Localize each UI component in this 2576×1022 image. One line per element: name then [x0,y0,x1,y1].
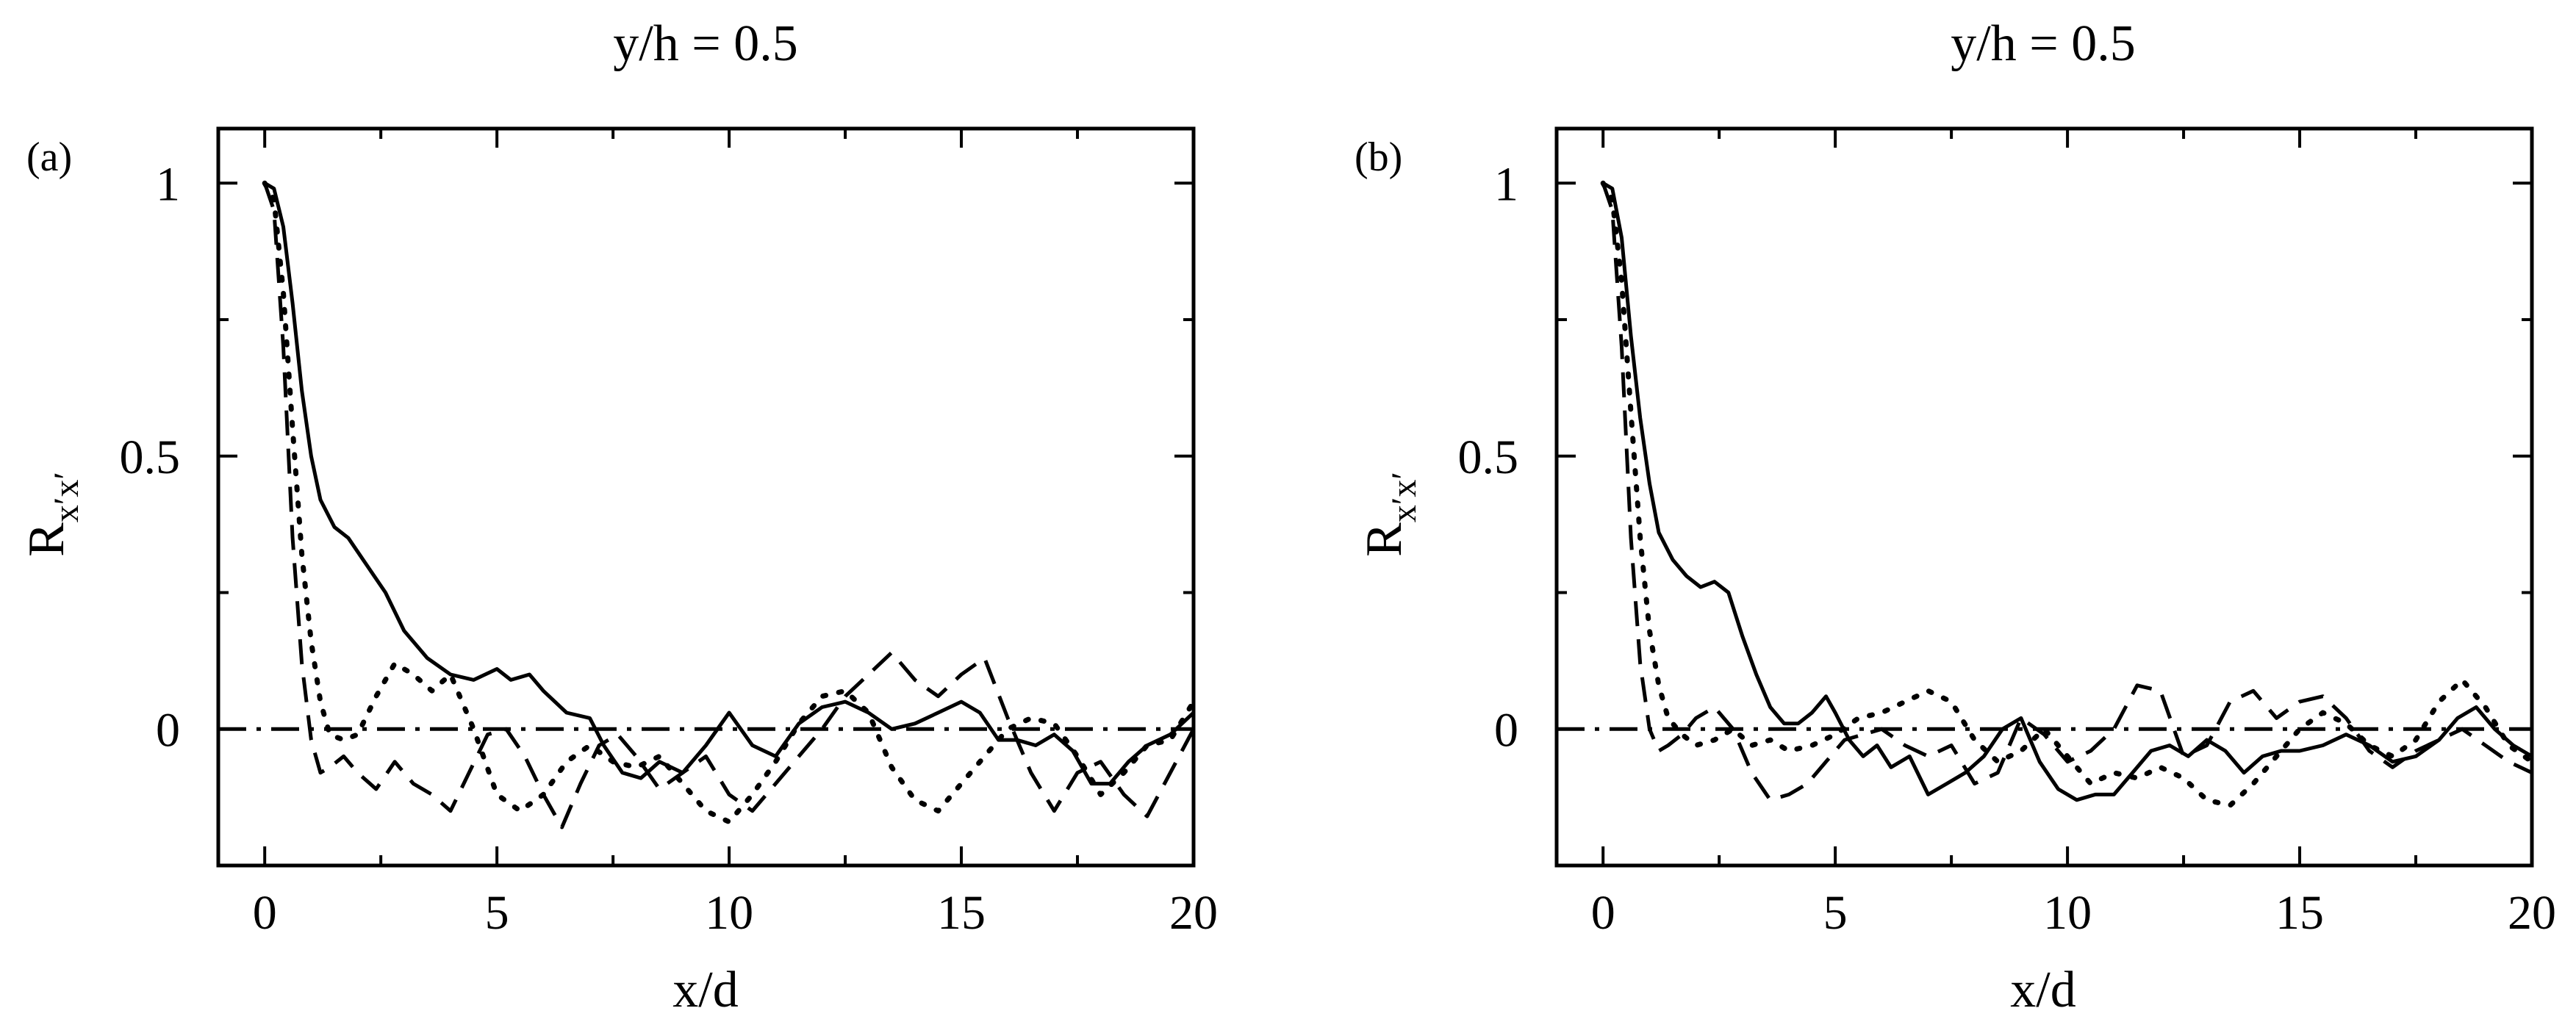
x-tick-label: 15 [937,886,986,940]
y-axis-label-base: R [18,522,75,557]
series-line-dotted [262,180,1196,825]
series-line-dashed [1601,182,2533,802]
panel-label: (a) [26,134,72,180]
series-layer [1557,180,2535,808]
y-axis-label-base: R [1356,522,1413,557]
x-tick-label: 15 [2275,886,2324,940]
series-line-solid [1601,181,2533,802]
y-axis-label-subscript: x′x′ [1385,472,1424,522]
x-tick-label: 5 [1823,886,1848,940]
x-axis-label: x/d [672,962,738,1018]
y-tick-label: 1 [1494,157,1518,211]
series-layer [218,180,1196,830]
y-axis-label-subscript: x′x′ [47,472,86,522]
y-tick-label: 0 [1494,703,1518,757]
y-tick-label: 0.5 [1458,431,1519,484]
series-line-solid [263,181,1195,786]
x-tick-label: 0 [1591,886,1615,940]
series-line-dashed [262,182,1196,830]
y-tick-label: 1 [156,157,180,211]
x-tick-label: 10 [705,886,753,940]
x-tick-label: 5 [485,886,509,940]
y-axis-label: Rx′x′ [18,472,86,557]
x-axis-label: x/d [2010,962,2075,1018]
plot-frame [1554,126,2534,868]
x-tick-label: 20 [2508,886,2556,940]
series-line-dotted [1600,180,2535,808]
tick-layer: 0 5 10 15 20 0 0.5 1 [1458,129,2556,940]
y-axis-label: Rx′x′ [1356,472,1424,557]
y-tick-label: 0.5 [120,431,181,484]
x-tick-label: 20 [1169,886,1218,940]
panel-title: y/h = 0.5 [1951,15,2135,72]
panel-a: y/h = 0.5 (a) x/d Rx′x′ 0 5 10 15 20 0 0.5 1 [18,15,1218,1018]
panel-title: y/h = 0.5 [613,15,797,72]
x-tick-label: 0 [253,886,277,940]
plot-frame [216,126,1196,868]
panel-label: (b) [1355,134,1402,180]
panel-b: y/h = 0.5 (b) x/d Rx′x′ 0 5 10 15 20 0 0.5 1 [1355,15,2556,1018]
x-tick-label: 10 [2043,886,2092,940]
y-tick-label: 0 [156,703,180,757]
tick-layer: 0 5 10 15 20 0 0.5 1 [120,129,1218,940]
